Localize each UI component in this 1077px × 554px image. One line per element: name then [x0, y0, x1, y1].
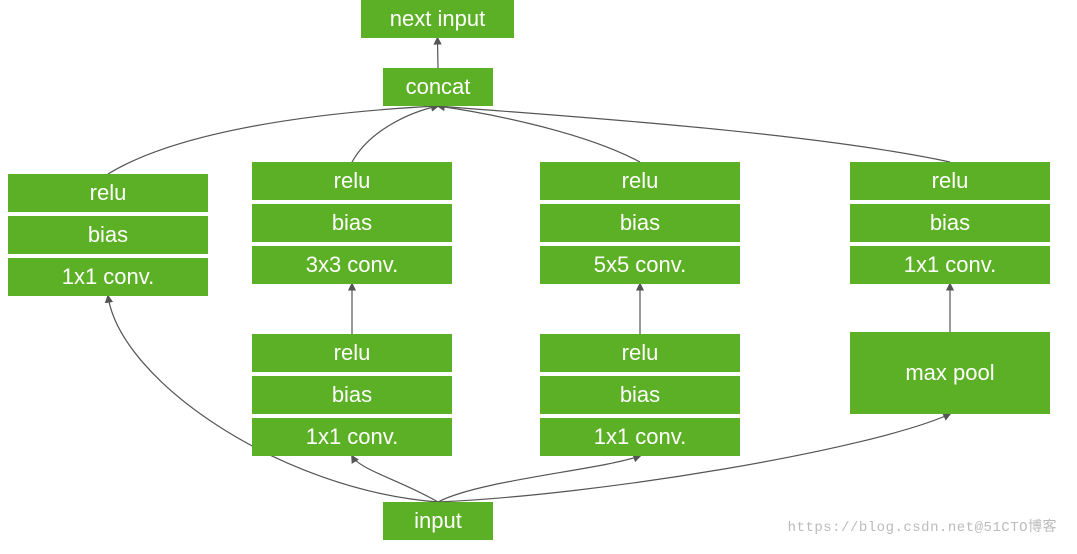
node-concat: concat	[383, 68, 493, 106]
node-b3b_relu: relu	[540, 334, 740, 372]
node-b1_conv: 1x1 conv.	[8, 258, 208, 296]
edge-b2_relu-concat	[352, 106, 438, 162]
node-b3b_conv: 1x1 conv.	[540, 418, 740, 456]
node-b4_conv: 1x1 conv.	[850, 246, 1050, 284]
node-b4_bias: bias	[850, 204, 1050, 242]
node-input: input	[383, 502, 493, 540]
node-b3_relu: relu	[540, 162, 740, 200]
node-b3_conv: 5x5 conv.	[540, 246, 740, 284]
node-b2_relu: relu	[252, 162, 452, 200]
node-next_input: next input	[361, 0, 514, 38]
node-b4_relu: relu	[850, 162, 1050, 200]
edge-b4_relu-concat	[438, 106, 950, 162]
edge-input-b3b_conv	[438, 456, 640, 502]
node-b2b_conv: 1x1 conv.	[252, 418, 452, 456]
edge-b3_relu-concat	[438, 106, 640, 162]
watermark: https://blog.csdn.net@51CTO博客	[788, 516, 1057, 536]
node-b2b_relu: relu	[252, 334, 452, 372]
node-b1_bias: bias	[8, 216, 208, 254]
node-b3b_bias: bias	[540, 376, 740, 414]
node-b2_conv: 3x3 conv.	[252, 246, 452, 284]
edge-input-b2b_conv	[352, 456, 438, 502]
node-b2b_bias: bias	[252, 376, 452, 414]
node-b3_bias: bias	[540, 204, 740, 242]
edge-concat-next_input	[438, 38, 439, 68]
node-b4_pool: max pool	[850, 332, 1050, 414]
node-b1_relu: relu	[8, 174, 208, 212]
node-b2_bias: bias	[252, 204, 452, 242]
